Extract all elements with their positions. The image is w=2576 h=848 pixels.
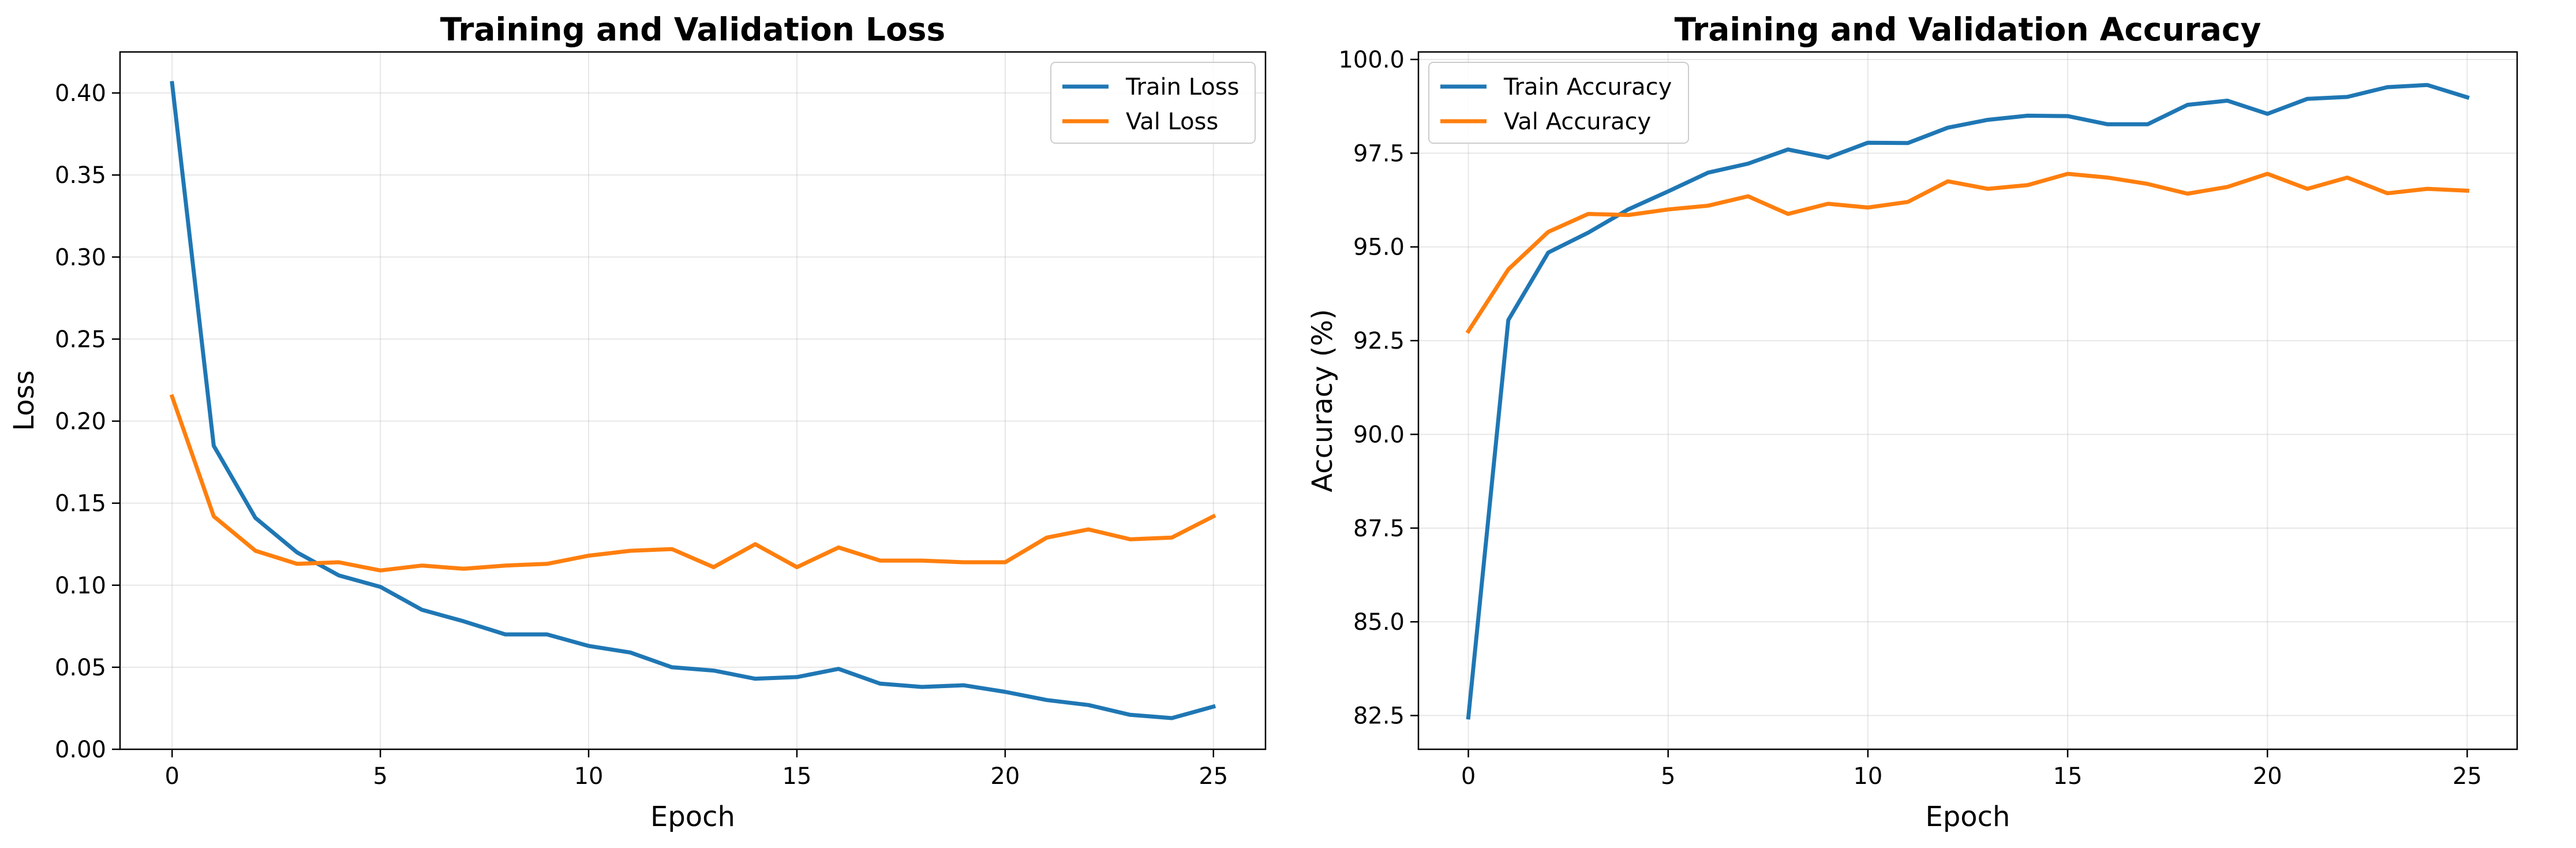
loss-axes-frame	[119, 51, 1267, 750]
accuracy-y-tick-label: 95.0	[1353, 234, 1405, 261]
accuracy-series-layer	[1465, 83, 2470, 720]
loss-chart-title: Training and Validation Loss	[440, 11, 945, 48]
loss-x-tick-label: 25	[1199, 763, 1228, 790]
accuracy-legend-label: Train Accuracy	[1503, 74, 1672, 100]
loss-y-tick-label: 0.20	[55, 409, 106, 435]
loss-y-tick-label: 0.35	[55, 162, 106, 189]
loss-y-tick-label: 0.25	[55, 326, 106, 353]
loss-y-axis-label: Loss	[8, 370, 40, 431]
loss-y-tick-label: 0.10	[55, 573, 106, 599]
accuracy-x-tick-label: 25	[2453, 763, 2482, 790]
accuracy-x-tick-label: 5	[1661, 763, 1675, 790]
loss-y-tick-label: 0.05	[55, 655, 106, 681]
loss-legend-label: Val Loss	[1126, 109, 1218, 135]
accuracy-x-tick-label: 15	[2053, 763, 2083, 790]
accuracy-x-tick-label: 20	[2253, 763, 2282, 790]
loss-y-tick-label: 0.00	[55, 737, 106, 763]
accuracy-y-ticks: 82.5 85.0 87.5 90.0 92.5 95.0 97.5 100.0	[1338, 47, 1418, 730]
loss-y-tick-label: 0.40	[55, 80, 106, 107]
accuracy-axes-frame	[1417, 51, 2518, 750]
accuracy-series-line-val-accuracy	[1465, 171, 2470, 334]
accuracy-y-axis-label: Accuracy (%)	[1306, 309, 1339, 492]
loss-series-line-val-loss	[169, 394, 1216, 573]
accuracy-grid	[1418, 52, 2517, 749]
loss-x-tick-label: 15	[782, 763, 812, 790]
accuracy-legend: Train Accuracy Val Accuracy	[1428, 62, 1689, 144]
loss-grid	[120, 52, 1265, 750]
loss-y-tick-label: 0.30	[55, 244, 106, 271]
loss-series-layer	[169, 81, 1216, 720]
accuracy-y-tick-label: 90.0	[1353, 421, 1405, 448]
accuracy-chart-title: Training and Validation Accuracy	[1675, 11, 2262, 48]
accuracy-y-tick-label: 87.5	[1353, 515, 1405, 542]
accuracy-y-tick-label: 85.0	[1353, 609, 1405, 636]
loss-x-tick-label: 0	[165, 763, 179, 790]
loss-x-ticks: 0 5 10 15 20 25	[165, 749, 1228, 790]
accuracy-series-line-train-accuracy	[1466, 83, 2470, 720]
accuracy-y-tick-label: 92.5	[1353, 328, 1405, 354]
accuracy-y-tick-label: 97.5	[1353, 140, 1405, 167]
loss-series-line-train-loss	[170, 81, 1216, 720]
accuracy-x-ticks: 0 5 10 15 20 25	[1461, 749, 2482, 790]
loss-legend: Train Loss Val Loss	[1050, 62, 1256, 144]
loss-legend-label: Train Loss	[1125, 74, 1239, 100]
loss-x-axis-label: Epoch	[650, 801, 735, 833]
accuracy-legend-box	[1428, 62, 1689, 144]
accuracy-chart-panel: 0 5 10 15 20 25 82.5 85.0 87.5 90.0 92.5 95.0 97.5 1…	[1306, 11, 2518, 833]
loss-chart-panel: 0 5 10 15 20 25 0.000.050.100.150.200.250.300…	[8, 11, 1267, 833]
loss-x-tick-label: 5	[373, 763, 387, 790]
loss-y-tick-label: 0.15	[55, 491, 106, 517]
loss-y-ticks: 0.00 0.05 0.10 0.15 0.20 0.25 0.30 0.35 0.40	[55, 80, 120, 763]
loss-x-tick-label: 20	[990, 763, 1020, 790]
accuracy-legend-label: Val Accuracy	[1504, 109, 1651, 135]
accuracy-x-axis-label: Epoch	[1926, 801, 2010, 833]
loss-x-tick-label: 10	[574, 763, 604, 790]
accuracy-y-tick-label: 82.5	[1353, 703, 1405, 730]
accuracy-y-tick-label: 100.0	[1338, 47, 1405, 73]
accuracy-x-tick-label: 10	[1853, 763, 1882, 790]
accuracy-x-tick-label: 0	[1461, 763, 1476, 790]
